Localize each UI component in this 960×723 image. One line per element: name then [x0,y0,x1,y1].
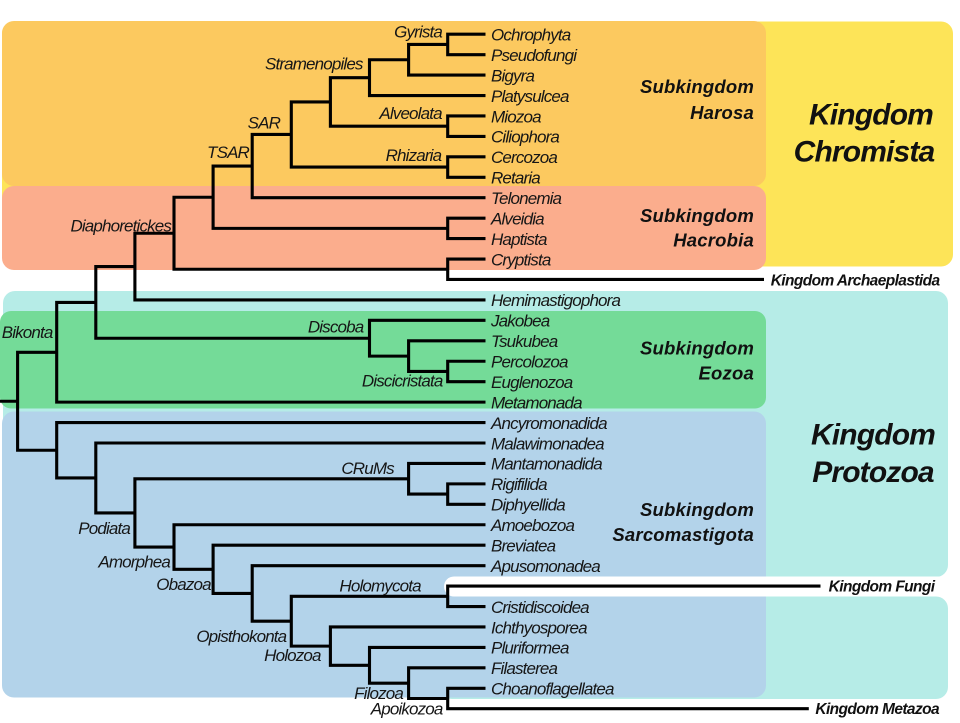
svg-text:Tsukubea: Tsukubea [491,332,558,351]
svg-text:Alveidia: Alveidia [490,209,544,228]
svg-text:Filozoa: Filozoa [354,684,403,703]
svg-text:Holozoa: Holozoa [264,646,321,665]
svg-text:Telonemia: Telonemia [491,189,562,208]
svg-text:Gyrista: Gyrista [394,23,442,42]
svg-text:SAR: SAR [248,113,281,132]
svg-text:Eozoa: Eozoa [699,363,754,384]
svg-text:Bigyra: Bigyra [491,66,534,85]
svg-text:Discoba: Discoba [308,318,364,337]
svg-text:Cristidiscoidea: Cristidiscoidea [491,598,589,617]
svg-text:Cercozoa: Cercozoa [491,148,557,167]
svg-text:Filasterea: Filasterea [491,659,558,678]
svg-text:Subkingdom: Subkingdom [640,499,754,520]
svg-text:Amoebozoa: Amoebozoa [490,516,574,535]
svg-text:Subkingdom: Subkingdom [640,337,754,358]
svg-text:Rhizaria: Rhizaria [386,146,442,165]
svg-text:Subkingdom: Subkingdom [640,76,754,97]
svg-text:Malawimonadea: Malawimonadea [491,434,604,453]
svg-text:Holomycota: Holomycota [339,577,421,596]
svg-text:Kingdom: Kingdom [809,99,933,132]
svg-text:Diaphoretickes: Diaphoretickes [70,217,172,236]
svg-text:Choanoflagellatea: Choanoflagellatea [491,680,614,699]
svg-text:TSAR: TSAR [207,143,250,162]
svg-text:Kingdom: Kingdom [811,419,935,452]
svg-text:Mantamonadida: Mantamonadida [491,455,602,474]
svg-text:Ancyromonadida: Ancyromonadida [490,414,607,433]
svg-text:Protozoa: Protozoa [812,456,934,489]
svg-text:Ciliophora: Ciliophora [491,128,559,147]
svg-text:Harosa: Harosa [690,102,754,123]
svg-text:CRuMs: CRuMs [341,459,395,478]
svg-text:Apoikozoa: Apoikozoa [370,700,443,719]
svg-text:Retaria: Retaria [491,169,540,188]
svg-text:Ochrophyta: Ochrophyta [491,26,571,45]
svg-text:Chromista: Chromista [794,136,935,169]
svg-text:Discicristata: Discicristata [362,372,443,391]
svg-text:Cryptista: Cryptista [491,250,551,269]
svg-text:Kingdom Archaeplastida: Kingdom Archaeplastida [771,273,941,290]
svg-text:Metamonada: Metamonada [491,393,582,412]
svg-text:Stramenopiles: Stramenopiles [265,55,364,74]
svg-text:Breviatea: Breviatea [491,537,556,556]
svg-text:Opisthokonta: Opisthokonta [196,627,286,646]
svg-text:Jakobea: Jakobea [490,312,550,331]
svg-text:Haptista: Haptista [491,230,547,249]
svg-text:Pluriformea: Pluriformea [491,639,569,658]
svg-text:Kingdom Metazoa: Kingdom Metazoa [815,701,940,718]
svg-text:Pseudofungi: Pseudofungi [491,46,578,65]
svg-text:Hemimastigophora: Hemimastigophora [491,291,620,310]
svg-text:Miozoa: Miozoa [491,107,541,126]
svg-text:Percolozoa: Percolozoa [491,353,568,372]
svg-text:Rigifilida: Rigifilida [491,475,547,494]
svg-text:Hacrobia: Hacrobia [673,229,754,250]
svg-text:Obazoa: Obazoa [156,575,211,594]
svg-text:Bikonta: Bikonta [2,323,53,342]
svg-text:Podiata: Podiata [78,519,130,538]
svg-text:Ichthyosporea: Ichthyosporea [491,618,587,637]
svg-text:Kingdom Fungi: Kingdom Fungi [829,579,936,596]
svg-text:Subkingdom: Subkingdom [640,205,754,226]
svg-text:Platysulcea: Platysulcea [491,87,569,106]
svg-text:Euglenozoa: Euglenozoa [491,373,573,392]
svg-text:Apusomonadea: Apusomonadea [490,557,600,576]
svg-text:Amorphea: Amorphea [97,552,170,571]
svg-text:Sarcomastigota: Sarcomastigota [612,524,754,545]
svg-text:Alveolata: Alveolata [378,104,442,123]
svg-text:Diphyellida: Diphyellida [491,496,565,515]
